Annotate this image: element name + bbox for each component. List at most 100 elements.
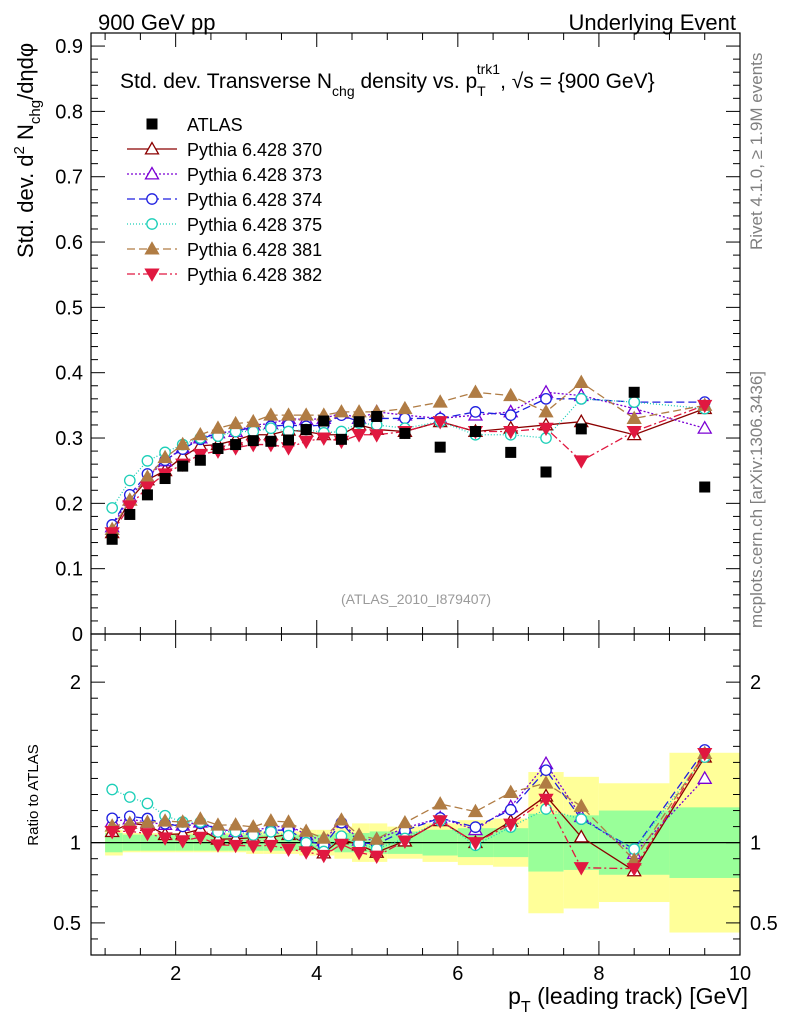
series-point <box>227 415 244 430</box>
ratio-series-point <box>210 839 226 853</box>
title-sup: trk1 <box>477 61 501 77</box>
ratio-axis-ticks <box>91 634 741 955</box>
series-line <box>111 391 705 528</box>
data-point <box>177 460 189 472</box>
ratio-series <box>104 744 713 877</box>
series-point <box>697 420 713 434</box>
y-tick-label: 0.5 <box>55 297 83 319</box>
series-point <box>351 429 367 443</box>
xlabel-part: (leading track) [GeV] <box>531 983 748 1009</box>
series-point <box>263 407 279 421</box>
ylabel-part: Std. dev. d <box>13 154 38 258</box>
ratio-series-point <box>369 850 385 864</box>
ratio-series-point <box>192 831 208 846</box>
ratio-series-point <box>106 783 119 796</box>
series-point <box>139 481 156 495</box>
y-tick-label: 0.1 <box>55 559 83 581</box>
ratio-y-tick-label: 1 <box>70 833 81 855</box>
title-part: Std. dev. Transverse N <box>120 70 332 93</box>
ratio-error-bands <box>91 752 740 933</box>
series-point <box>122 500 138 514</box>
series-point <box>432 416 448 430</box>
ratio-y-tick-label-right: 0.5 <box>750 913 778 935</box>
series-point <box>157 449 173 464</box>
ratio-series-point <box>316 849 332 864</box>
series-point <box>175 436 191 451</box>
xlabel-part: p <box>508 983 521 1009</box>
series-point <box>469 406 482 418</box>
series-point <box>265 422 277 435</box>
ratio-series-point <box>333 838 350 853</box>
data-point <box>505 446 517 458</box>
ratio-ytick-labels: 0.5 0.5 1 1 2 2 <box>53 672 778 935</box>
data-point <box>371 410 383 422</box>
y-axis-label: Std. dev. d2 Nchg/dηdφ <box>11 43 44 258</box>
data-point <box>469 425 481 437</box>
series-point <box>123 474 136 487</box>
series-point <box>192 426 208 441</box>
series-point <box>245 413 261 428</box>
y-tick-label: 0.7 <box>55 167 83 189</box>
data-point <box>159 473 171 485</box>
main-series <box>104 374 713 545</box>
legend-marker <box>146 193 158 205</box>
ratio-y-tick-label: 0.5 <box>53 913 81 935</box>
title-sub: chg <box>332 83 355 99</box>
data-point <box>124 508 136 520</box>
series-point <box>141 455 154 467</box>
ratio-series-point <box>175 835 191 849</box>
ratio-series-line <box>112 749 706 851</box>
series-point <box>697 399 713 414</box>
ratio-series-point <box>175 814 191 828</box>
ratio-series-point <box>573 829 589 843</box>
ratio-series-point <box>504 803 517 816</box>
data-point <box>575 423 587 435</box>
y-tick-label: 0.9 <box>55 36 83 58</box>
series-point <box>351 404 367 418</box>
ratio-series-point <box>503 784 519 798</box>
legend-marker <box>144 166 160 180</box>
ratio-series-point <box>139 828 156 842</box>
xlabel-sub: T <box>521 999 531 1016</box>
series-point <box>467 384 484 398</box>
ratio-series-point <box>280 814 297 828</box>
ratio-series-point <box>282 829 295 842</box>
ratio-series-point <box>351 827 367 841</box>
series-point <box>573 374 589 389</box>
x-tick-label: 10 <box>729 963 751 985</box>
legend-label: Pythia 6.428 381 <box>187 240 322 260</box>
ratio-series-point <box>122 825 138 840</box>
series-point <box>626 425 642 440</box>
ratio-series-point <box>397 814 413 829</box>
main-ytick-labels: 0 0.1 0.2 0.3 0.4 0.5 0.6 0.7 0.8 0.9 <box>55 36 83 646</box>
series-point <box>628 396 641 408</box>
data-point <box>540 466 552 478</box>
ratio-series-point <box>503 818 519 832</box>
legend: ATLAS Pythia 6.428 370 Pythia 6.428 373 Pyt… <box>127 115 322 285</box>
analysis-tag: (ATLAS_2010_I879407) <box>341 591 491 607</box>
series-point <box>399 412 411 425</box>
ratio-series-point <box>157 813 173 827</box>
ylabel-sub: chg <box>27 100 44 124</box>
x-tick-label: 2 <box>170 963 181 985</box>
ratio-y-label: Ratio to ATLAS <box>25 744 42 845</box>
ratio-series-point <box>300 836 313 849</box>
ratio-series-point <box>245 840 261 854</box>
ratio-series-point <box>333 812 350 826</box>
series-point <box>540 392 552 405</box>
ratio-series-point <box>298 846 314 860</box>
data-point <box>247 435 259 447</box>
data-point <box>212 442 224 454</box>
data-point <box>283 434 295 446</box>
legend-label: Pythia 6.428 382 <box>187 265 322 285</box>
ylabel-part: N <box>13 124 38 146</box>
ratio-series-point <box>573 862 589 876</box>
data-point <box>265 435 277 447</box>
title-part: , √s = {900 GeV} <box>500 70 655 93</box>
series-point <box>538 422 554 437</box>
ratio-series-point <box>432 796 448 810</box>
series-point <box>503 425 519 440</box>
data-point <box>353 416 365 428</box>
data-point <box>335 433 347 445</box>
data-point <box>106 533 118 545</box>
